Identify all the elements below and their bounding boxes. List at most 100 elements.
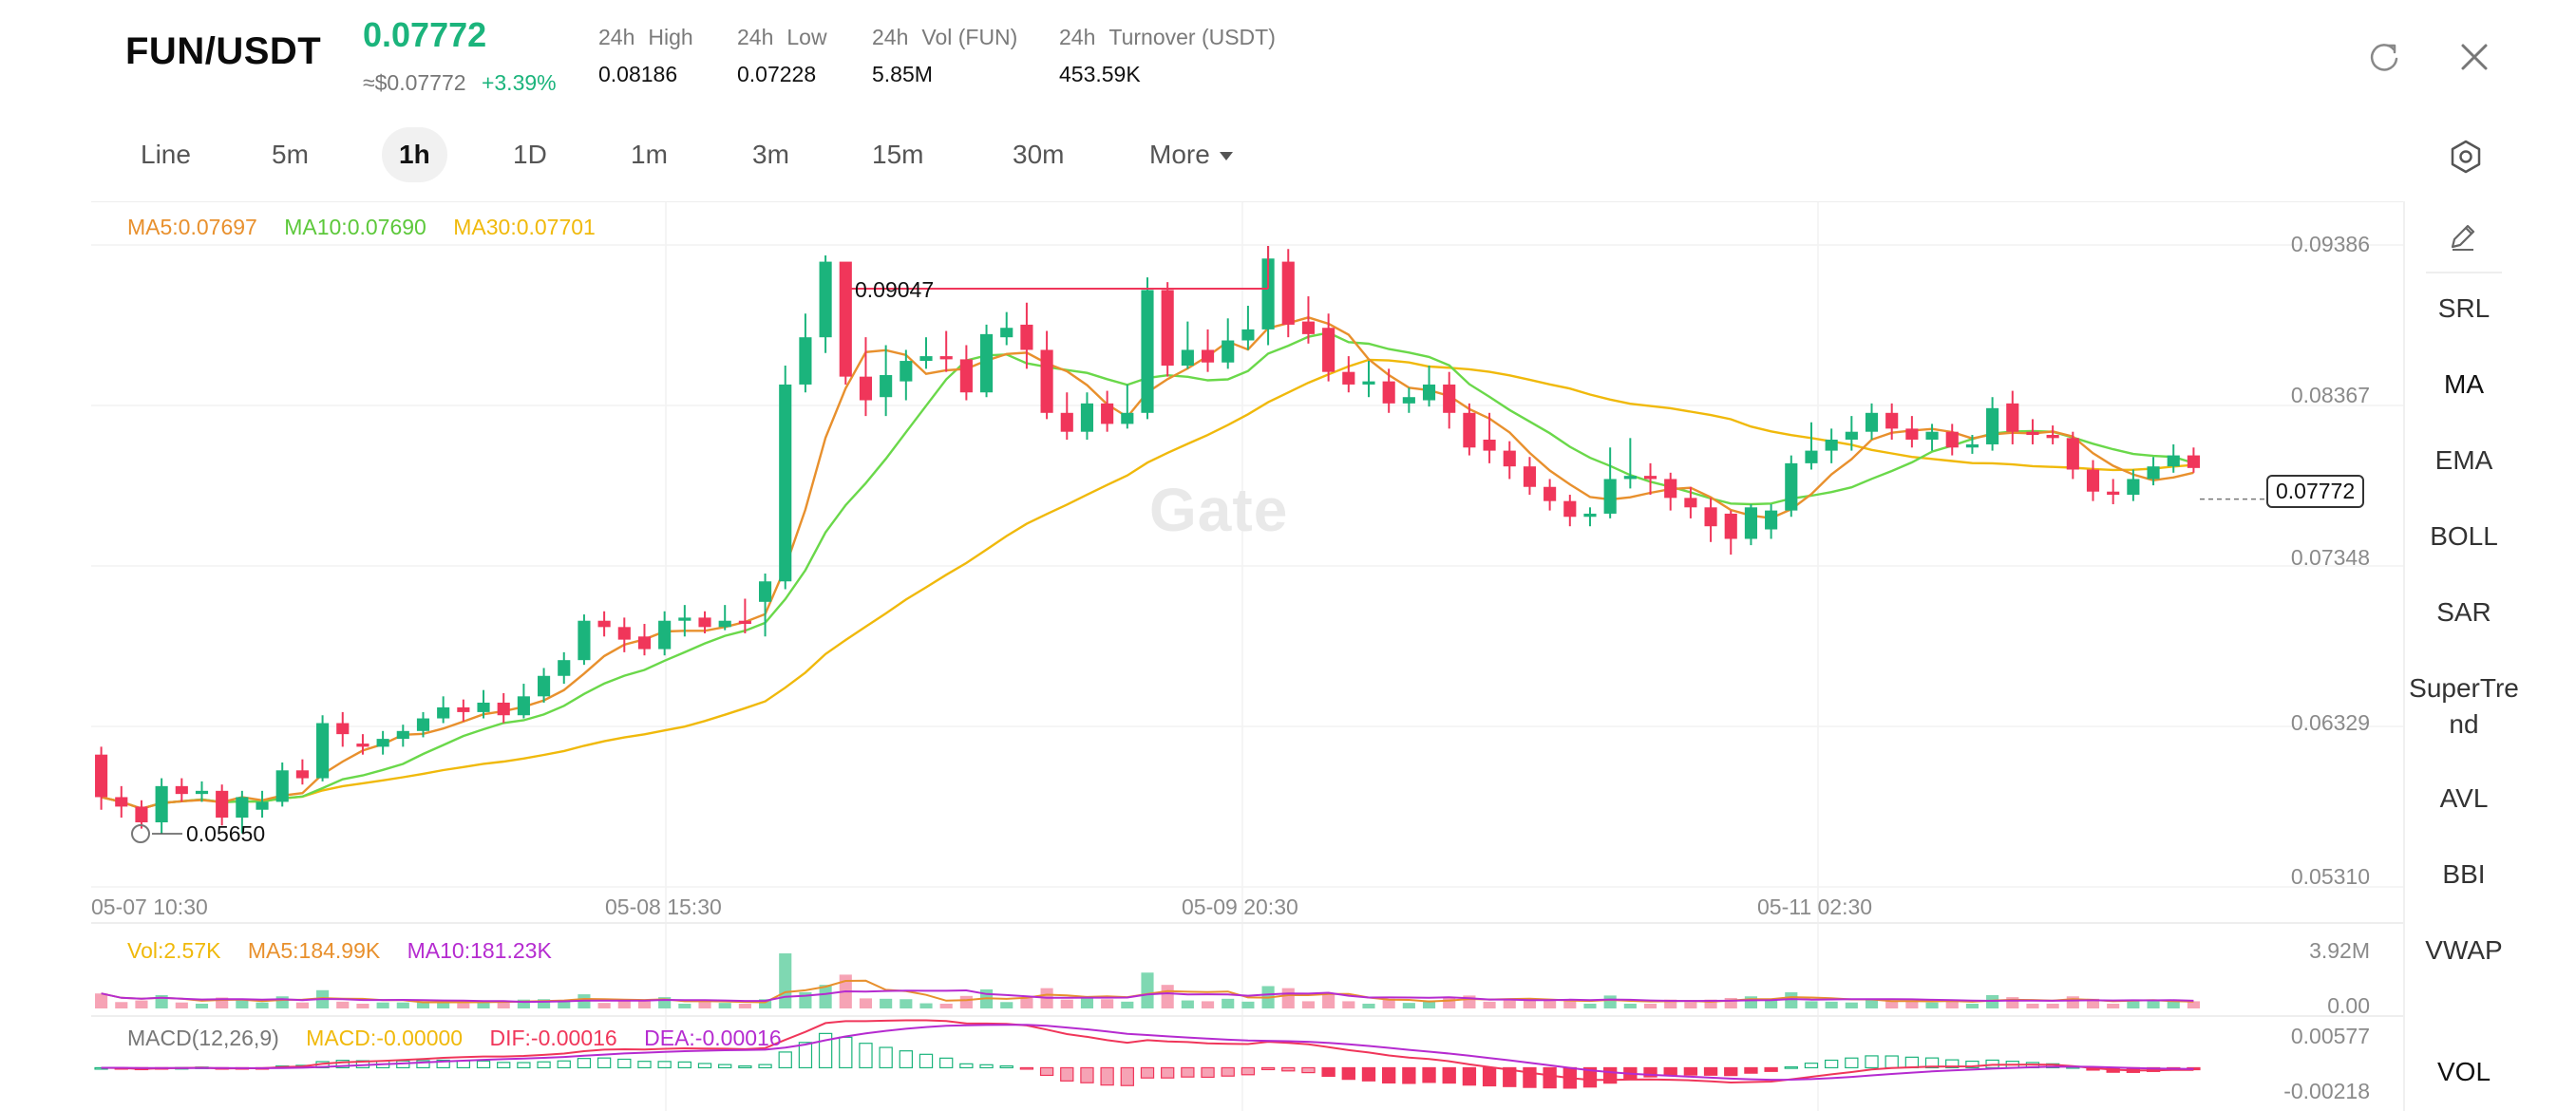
volume-bar <box>758 999 772 1008</box>
macd-histogram-bar <box>1865 1055 1879 1069</box>
volume-bar <box>2187 1001 2200 1008</box>
macd-histogram-bar <box>979 1064 994 1069</box>
indicator-ema[interactable]: EMA <box>2434 445 2493 475</box>
volume-bar <box>1101 999 1114 1008</box>
refresh-icon[interactable] <box>2365 38 2403 76</box>
volume-bar <box>1443 997 1456 1008</box>
candle-body <box>1603 479 1617 514</box>
candle-body <box>1965 443 1979 448</box>
ma30-line <box>101 358 2194 810</box>
divider <box>2426 272 2502 273</box>
candle-body <box>1020 324 1033 350</box>
volume-bar <box>195 1004 209 1008</box>
volume-bar <box>819 985 832 1008</box>
macd-histogram-bar <box>517 1062 531 1069</box>
volume-bar <box>1684 1002 1697 1008</box>
tab-15m[interactable]: 15m <box>872 140 924 169</box>
indicator-srl[interactable]: SRL <box>2437 293 2491 323</box>
candle-body <box>477 702 490 712</box>
volume-bar <box>396 1002 409 1008</box>
candle-body <box>1463 412 1476 448</box>
pencil-icon[interactable] <box>2445 218 2481 254</box>
macd-histogram-bar <box>1703 1066 1718 1076</box>
volume-bar <box>558 1000 571 1008</box>
volume-bar <box>1201 1001 1215 1008</box>
volume-bar <box>135 1000 148 1008</box>
macd-histogram-bar <box>1602 1066 1618 1084</box>
macd-histogram-bar <box>1885 1055 1899 1069</box>
tab-3m[interactable]: 3m <box>752 140 789 169</box>
macd-panel <box>94 1019 2201 1089</box>
volume-bar <box>1523 999 1537 1008</box>
candle-body <box>637 636 652 650</box>
stat-turnover: 24h Turnover (USDT) 453.59K <box>1059 25 1276 87</box>
volume-bar <box>2026 1004 2039 1008</box>
ma10-value: MA10:0.07690 <box>284 215 426 239</box>
macd-histogram-bar <box>1321 1066 1335 1078</box>
candle-body <box>416 718 430 731</box>
volume-bar <box>1583 1004 1597 1008</box>
macd-histogram-bar <box>677 1061 692 1069</box>
candle-body <box>1342 371 1355 385</box>
indicator-vol[interactable]: VOL <box>2436 1057 2491 1086</box>
volume-bar <box>216 997 229 1008</box>
macd-histogram-bar <box>1764 1066 1778 1072</box>
tab-1d[interactable]: 1D <box>513 140 547 169</box>
dea-line <box>101 1024 2194 1082</box>
volume-bar <box>2127 1000 2140 1008</box>
tab-5m[interactable]: 5m <box>272 140 309 169</box>
volume-bar <box>95 993 108 1008</box>
close-icon[interactable] <box>2455 38 2493 76</box>
candle-body <box>1544 486 1557 501</box>
volume-bar <box>1402 1003 1415 1008</box>
tab-1h[interactable]: 1h <box>382 127 447 182</box>
last-price: 0.07772 <box>363 15 487 54</box>
candle-body <box>1623 476 1637 480</box>
candle-body <box>2026 431 2039 436</box>
candle-body <box>497 702 510 716</box>
volume-bar <box>698 1002 711 1008</box>
indicator-avl[interactable]: AVL <box>2439 783 2489 813</box>
candle-body <box>1121 412 1134 424</box>
tab-1m[interactable]: 1m <box>631 140 668 169</box>
macd-histogram-bar <box>879 1046 893 1069</box>
candle-body <box>597 620 611 628</box>
stat-label: Low <box>786 25 827 49</box>
candle-body <box>617 627 631 640</box>
macd-histogram-bar <box>1181 1066 1195 1078</box>
volume-bars <box>95 953 2200 1008</box>
indicator-ma[interactable]: MA <box>2444 369 2484 399</box>
kline-chart[interactable] <box>0 201 2403 1111</box>
settings-icon[interactable] <box>2447 138 2485 176</box>
volume-bar <box>1121 1001 1134 1008</box>
ma5-value: MA5:0.07697 <box>127 215 257 239</box>
macd-histogram-bar <box>1161 1066 1175 1079</box>
caret-down-icon <box>1219 152 1233 161</box>
macd-histogram-bar <box>1080 1066 1094 1083</box>
volume-bar <box>718 1003 731 1008</box>
indicator-bbi[interactable]: BBI <box>2442 859 2486 889</box>
volume-bar <box>1422 1000 1436 1008</box>
volume-bar <box>738 1004 751 1008</box>
stat-value: 5.85M <box>872 62 933 86</box>
tab-line[interactable]: Line <box>141 140 191 169</box>
candle-body <box>1825 439 1838 451</box>
tab-30m[interactable]: 30m <box>1013 140 1065 169</box>
indicator-supertrend[interactable]: SuperTre nd <box>2409 673 2519 739</box>
candle-body <box>1000 328 1013 338</box>
indicator-sar[interactable]: SAR <box>2436 597 2491 627</box>
volume-bar <box>1885 1000 1899 1008</box>
indicator-boll[interactable]: BOLL <box>2430 521 2498 551</box>
price-axis-label: 0.08367 <box>2290 383 2370 407</box>
volume-bar <box>1483 1001 1496 1008</box>
volume-bar <box>1765 999 1778 1008</box>
candle-body <box>376 739 389 747</box>
volume-bar <box>2086 998 2100 1008</box>
tab-more[interactable]: More <box>1132 127 1250 182</box>
candle-body <box>2086 469 2100 492</box>
macd-axis-label: 0.00577 <box>2290 1024 2370 1048</box>
volume-bar <box>376 1002 389 1008</box>
candle-body <box>2066 438 2079 470</box>
indicator-vwap[interactable]: VWAP <box>2425 935 2503 965</box>
volume-bar <box>1785 991 1798 1008</box>
